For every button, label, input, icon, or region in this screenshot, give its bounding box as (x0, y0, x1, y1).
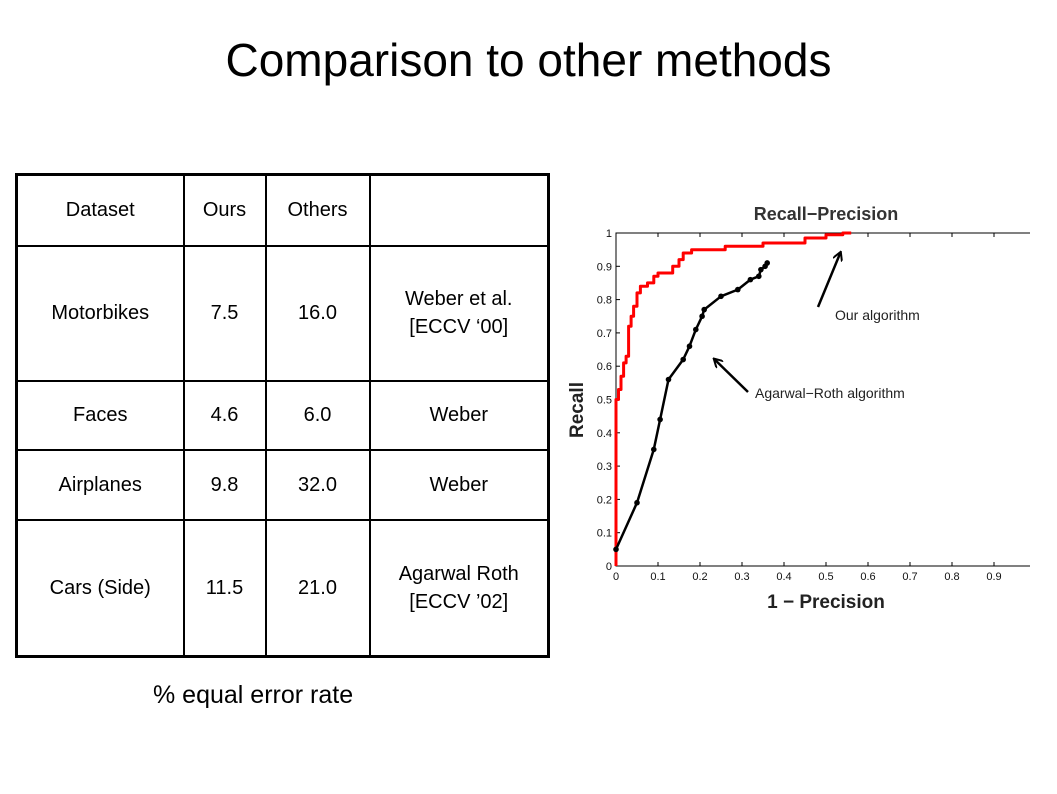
agarwal-roth-algorithm-point (686, 343, 693, 350)
y-tick-label: 0.3 (597, 461, 612, 473)
agarwal-roth-algorithm-point (693, 326, 699, 333)
annotation-arrow (816, 253, 840, 308)
table-row: Faces 4.6 6.0 Weber (15, 379, 550, 452)
agarwal-roth-algorithm-point (613, 546, 619, 553)
annotations: Our algorithm Agarwal−Roth algorithm (714, 253, 920, 401)
slide-title: Comparison to other methods (225, 34, 832, 86)
dataset-cell: Faces (15, 379, 185, 452)
others-cell: 32.0 (264, 449, 371, 522)
table-row: Motorbikes 7.5 16.0 Weber et al. [ECCV ‘… (15, 244, 550, 382)
y-tick-label: 0.7 (597, 328, 612, 340)
agarwal-roth-algorithm-point (699, 313, 705, 320)
reference-cell: Weber (368, 379, 550, 452)
y-tick-label: 0.9 (597, 261, 612, 273)
y-tick-label: 0.1 (597, 528, 612, 540)
our-algorithm-line (614, 231, 852, 566)
dataset-cell: Motorbikes (15, 244, 185, 382)
agarwal-roth-algorithm-point (657, 416, 663, 423)
header-ours: Ours (182, 173, 267, 247)
y-tick-label: 0.2 (597, 494, 612, 506)
x-axis-title: 1 − Precision (767, 592, 885, 613)
dataset-cell: Cars (Side) (15, 519, 185, 658)
agarwal-roth-algorithm-point (651, 446, 657, 453)
agarwal-roth-algorithm-point (747, 276, 754, 283)
header-others: Others (264, 173, 371, 247)
y-tick-label: 0 (606, 561, 612, 573)
agarwal-roth-algorithm-point (758, 266, 764, 273)
x-tick-label: 0.5 (818, 571, 833, 583)
y-tick-label: 0.6 (597, 361, 612, 373)
x-tick-label: 0.4 (776, 571, 791, 583)
others-cell: 6.0 (264, 379, 371, 452)
data-series (613, 231, 852, 566)
y-tick-label: 0.8 (597, 295, 612, 307)
y-tick-label: 0.4 (597, 428, 612, 440)
x-tick-label: 0.1 (650, 571, 665, 583)
reference-cell: Weber (368, 449, 550, 522)
agarwal-roth-algorithm-point (764, 260, 770, 266)
table-header-row: Dataset Ours Others (15, 173, 550, 247)
chart-title: Recall−Precision (754, 204, 899, 224)
header-reference (368, 173, 550, 247)
annotation-arrow (714, 359, 749, 393)
y-tick-label: 1 (606, 228, 612, 240)
chart-svg: Recall−Precision 0 0.1 0.2 0.3 0.4 0.5 0.6 0.7 0… (567, 204, 1039, 613)
x-tick-label: 0.6 (860, 571, 875, 583)
reference-cell: Weber et al. [ECCV ‘00] (368, 244, 550, 382)
agarwal-roth-algorithm-point (701, 306, 707, 313)
table-row: Cars (Side) 11.5 21.0 Agarwal Roth [ECCV… (15, 519, 550, 658)
x-tick-label: 0.9 (986, 571, 1001, 583)
header-dataset: Dataset (15, 173, 185, 247)
others-cell: 16.0 (264, 244, 371, 382)
annotation-label: Agarwal−Roth algorithm (755, 385, 905, 401)
agarwal-roth-algorithm-point (665, 376, 672, 383)
x-tick-label: 0.2 (692, 571, 707, 583)
agarwal-roth-algorithm-point (680, 356, 686, 363)
ours-cell: 4.6 (182, 379, 267, 452)
table-caption: % equal error rate (153, 681, 354, 709)
x-tick-label: 0.7 (902, 571, 917, 583)
dataset-cell: Airplanes (15, 449, 185, 522)
ours-cell: 9.8 (182, 449, 267, 522)
agarwal-roth-algorithm-point (735, 286, 741, 293)
reference-cell: Agarwal Roth [ECCV ’02] (368, 519, 550, 658)
x-tick-label: 0.3 (734, 571, 749, 583)
table-row: Airplanes 9.8 32.0 Weber (15, 449, 550, 522)
others-cell: 21.0 (264, 519, 371, 658)
agarwal-roth-algorithm-point (718, 293, 724, 300)
x-tick-label: 0 (613, 571, 619, 583)
recall-precision-chart: Recall−Precision 0 0.1 0.2 0.3 0.4 0.5 0.6 0.7 0… (560, 195, 1039, 620)
x-tick-label: 0.8 (944, 571, 959, 583)
y-tick-label: 0.5 (597, 395, 612, 407)
agarwal-roth-algorithm-point (634, 499, 640, 506)
ours-cell: 7.5 (182, 244, 267, 382)
ours-cell: 11.5 (182, 519, 267, 658)
y-axis-title: Recall (567, 382, 588, 438)
results-table: Dataset Ours Others Motorbikes 7.5 16.0 … (15, 173, 550, 658)
annotation-label: Our algorithm (835, 307, 920, 323)
agarwal-roth-algorithm-point (756, 273, 762, 280)
